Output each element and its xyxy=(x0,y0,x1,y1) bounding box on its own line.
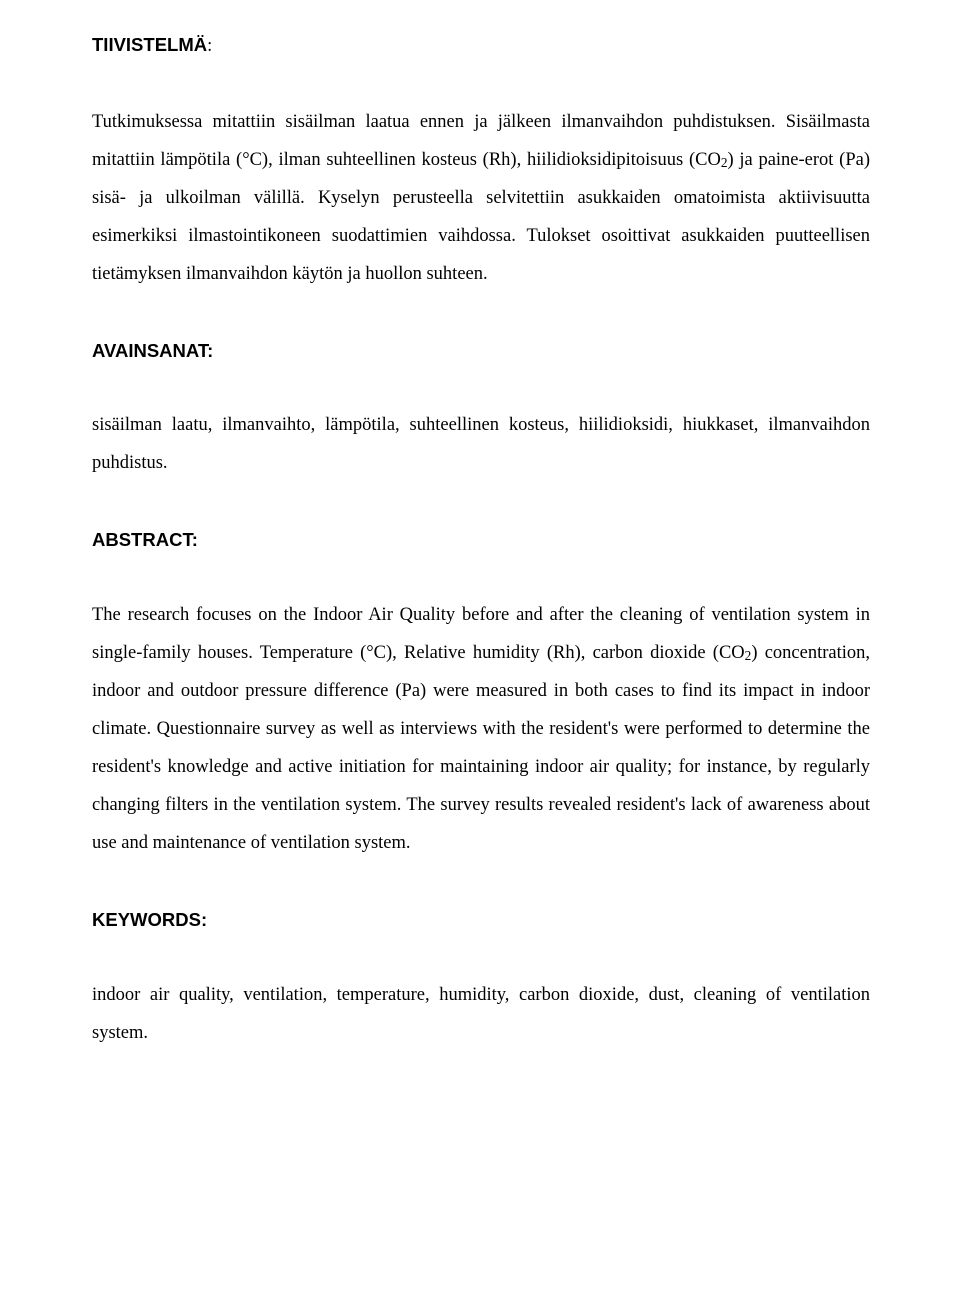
finnish-summary-paragraph: Tutkimuksessa mitattiin sisäilman laatua… xyxy=(92,104,870,294)
heading-tiivistelma: TIIVISTELMÄ xyxy=(92,34,207,55)
subscript-2: 2 xyxy=(745,648,752,663)
spacer xyxy=(92,312,870,332)
heading-abstract: ABSTRACT: xyxy=(92,521,870,559)
heading-keywords: KEYWORDS: xyxy=(92,901,870,939)
colon: : xyxy=(207,36,212,56)
tiivistelma-heading-line: TIIVISTELMÄ: xyxy=(92,26,870,66)
spacer xyxy=(92,577,870,597)
spacer xyxy=(92,881,870,901)
heading-avainsanat: AVAINSANAT: xyxy=(92,332,870,370)
english-keywords-paragraph: indoor air quality, ventilation, tempera… xyxy=(92,977,870,1053)
spacer xyxy=(92,84,870,104)
spacer xyxy=(92,501,870,521)
spacer xyxy=(92,387,870,407)
document-page: TIIVISTELMÄ: Tutkimuksessa mitattiin sis… xyxy=(0,0,960,1307)
spacer xyxy=(92,957,870,977)
subscript-2: 2 xyxy=(721,155,728,170)
english-abstract-paragraph: The research focuses on the Indoor Air Q… xyxy=(92,597,870,862)
en-abstract-text-b: ) concentration, indoor and outdoor pres… xyxy=(92,643,870,853)
finnish-keywords-paragraph: sisäilman laatu, ilmanvaihto, lämpötila,… xyxy=(92,407,870,483)
